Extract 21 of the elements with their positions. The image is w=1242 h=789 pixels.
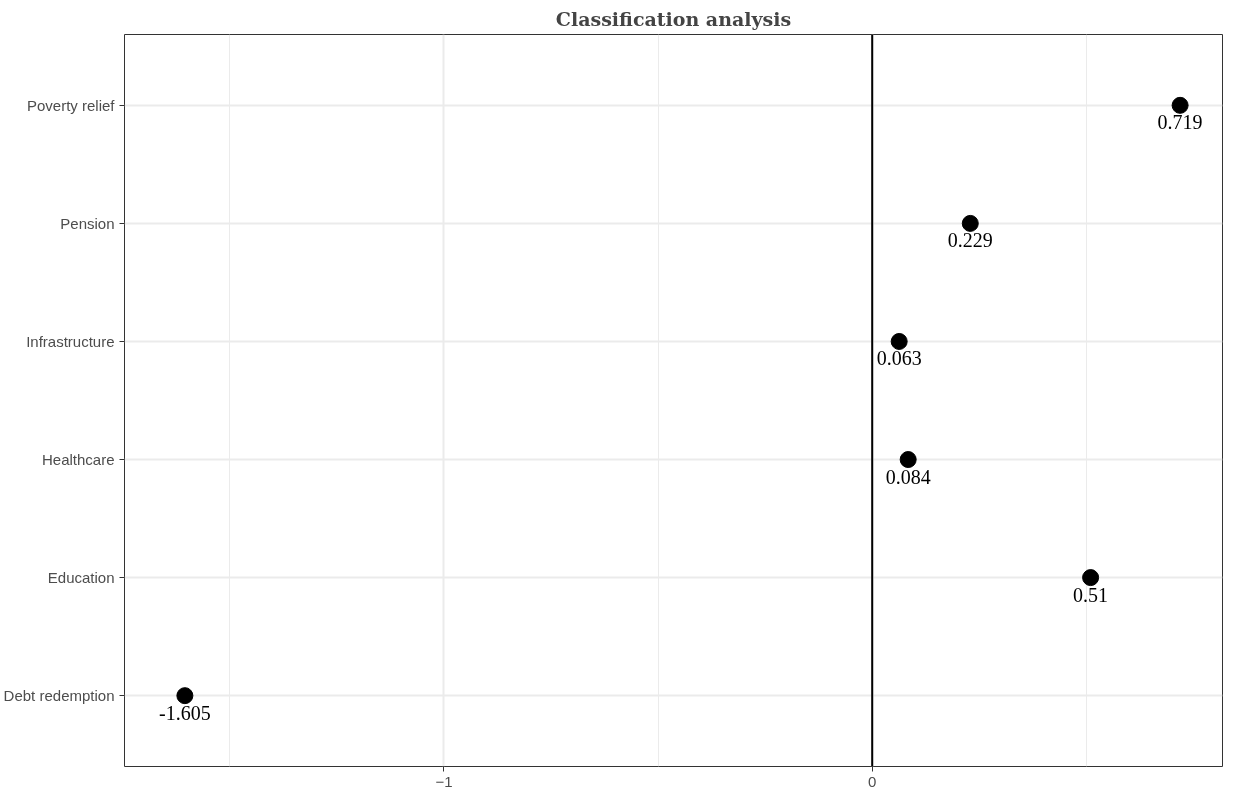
- y-tick-label: Infrastructure: [26, 332, 115, 350]
- data-label: 0.229: [947, 229, 993, 252]
- chart-title: Classification analysis: [555, 7, 792, 30]
- data-label: -1.605: [159, 701, 211, 724]
- data-label: 0.084: [885, 465, 931, 488]
- data-label: 0.719: [1157, 111, 1203, 134]
- point: [1082, 569, 1100, 587]
- data-label: 0.51: [1073, 583, 1109, 606]
- y-tick-label: Healthcare: [41, 451, 115, 469]
- y-tick-label: Poverty relief: [26, 96, 116, 114]
- y-tick-label: Education: [47, 569, 115, 587]
- point: [899, 451, 917, 469]
- y-tick-label: Debt redemption: [3, 687, 115, 705]
- x-tick-label: 0: [868, 772, 877, 789]
- point: [176, 687, 194, 705]
- y-tick-label: Pension: [60, 214, 115, 232]
- data-label: 0.063: [876, 347, 922, 370]
- point: [890, 332, 908, 350]
- point: [1171, 96, 1189, 114]
- x-tick-label: −1: [435, 772, 453, 789]
- point: [961, 214, 979, 232]
